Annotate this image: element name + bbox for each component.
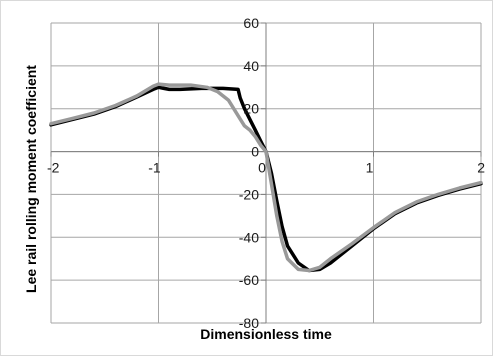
y-axis-title: Lee rail rolling moment coefficient [23,65,39,293]
y-tick-label: 60 [243,15,259,31]
x-tick-label: 2 [477,160,485,176]
y-tick-label: -40 [239,229,259,245]
tick-labels: 60 40 20 0 -20 -40 -60 -80 -2 -1 0 1 2 [47,15,485,331]
y-tick-label: -80 [239,315,259,331]
x-tick-label: -1 [148,160,161,176]
x-tick-label: 1 [366,160,374,176]
x-tick-label: 0 [258,160,266,176]
y-tick-label: 0 [251,144,259,160]
y-tick-label: -60 [239,272,259,288]
y-tick-label: 40 [243,58,259,74]
series-line-2 [49,82,483,273]
x-axis-title: Dimensionless time [200,326,332,342]
series-group [49,82,483,273]
axes [50,22,482,324]
y-tick-label: 20 [243,101,259,117]
x-tick-label: -2 [47,160,60,176]
y-tick-label: -20 [239,186,259,202]
